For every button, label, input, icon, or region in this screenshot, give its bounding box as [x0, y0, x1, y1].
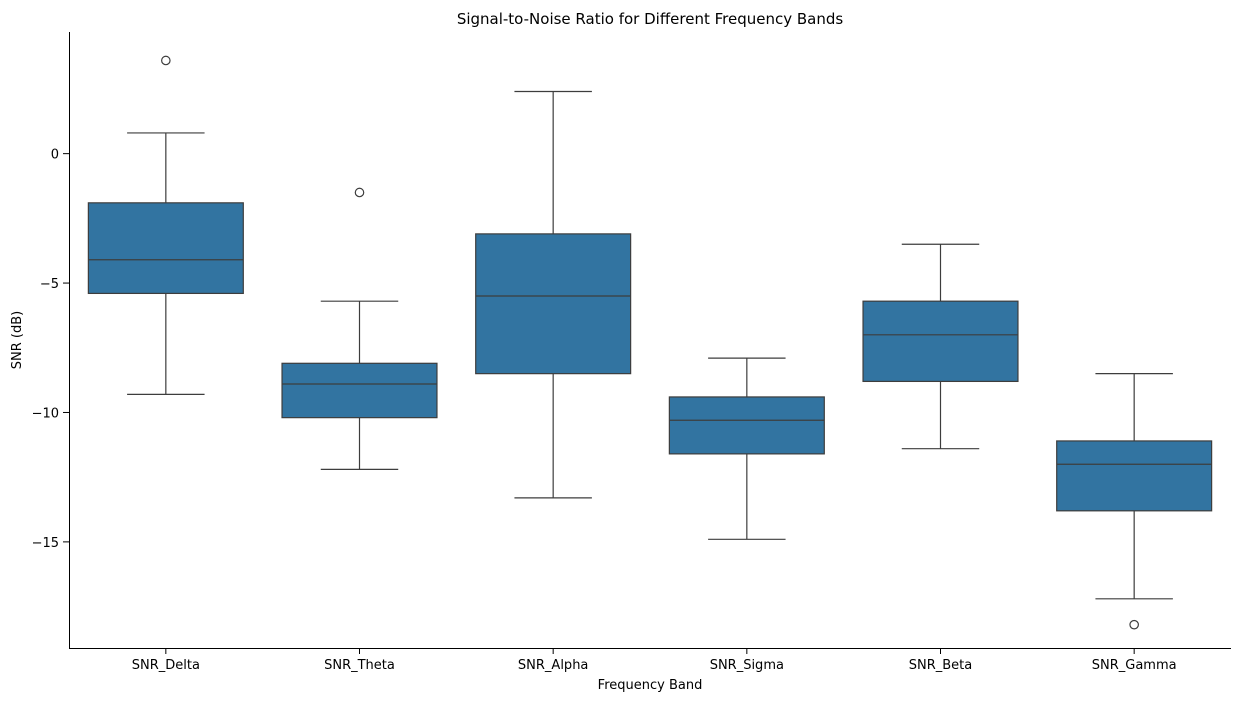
- y-ticks: 0 −5 −10 −15: [32, 148, 69, 551]
- x-ticks: SNR_Delta SNR_Theta SNR_Alpha SNR_Sigma SNR_…: [132, 648, 1177, 673]
- y-tick-label: −15: [32, 536, 59, 551]
- box-snr-gamma: [1056, 373, 1213, 630]
- x-tick-label: SNR_Delta: [132, 658, 200, 673]
- iqr-box: [281, 362, 438, 419]
- box-snr-delta: [87, 55, 244, 395]
- iqr-box: [1056, 440, 1213, 512]
- x-tick-label: SNR_Beta: [909, 658, 973, 673]
- x-tick-label: SNR_Alpha: [518, 658, 588, 673]
- box-snr-sigma: [668, 357, 825, 540]
- x-axis-label: Frequency Band: [598, 678, 703, 693]
- iqr-box: [668, 396, 825, 455]
- x-tick-label: SNR_Theta: [324, 658, 395, 673]
- iqr-box: [862, 300, 1019, 383]
- y-tick-label: −10: [32, 406, 59, 421]
- box-snr-theta: [281, 187, 438, 471]
- outlier-point: [354, 187, 365, 198]
- plot-area: [87, 55, 1213, 630]
- outlier-point: [161, 55, 171, 66]
- y-axis-label: SNR (dB): [10, 311, 25, 369]
- x-tick-label: SNR_Gamma: [1092, 658, 1177, 673]
- y-tick-label: 0: [51, 148, 59, 163]
- outlier-point: [1129, 619, 1139, 630]
- chart-title: Signal-to-Noise Ratio for Different Freq…: [457, 10, 844, 28]
- x-tick-label: SNR_Sigma: [710, 658, 784, 673]
- iqr-box: [475, 233, 632, 375]
- iqr-box: [87, 202, 244, 295]
- box-snr-alpha: [475, 90, 632, 499]
- box-snr-beta: [862, 243, 1019, 450]
- y-tick-label: −5: [40, 277, 59, 292]
